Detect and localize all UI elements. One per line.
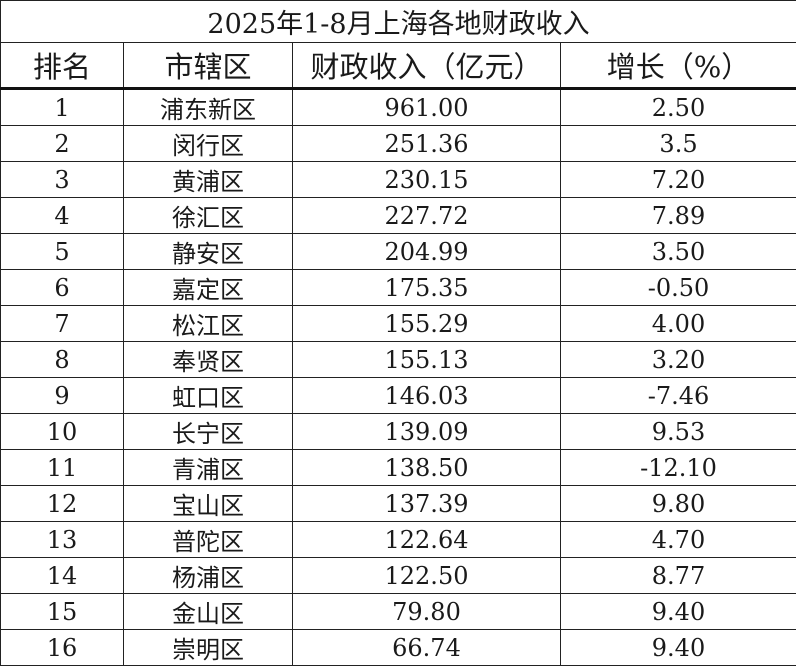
growth-cell: 4.00 bbox=[561, 306, 796, 342]
growth-cell: -7.46 bbox=[561, 378, 796, 414]
rank-cell: 12 bbox=[1, 486, 124, 522]
growth-cell: 3.20 bbox=[561, 342, 796, 378]
growth-cell: 7.20 bbox=[561, 162, 796, 198]
header-district: 市辖区 bbox=[124, 43, 293, 89]
district-cell: 金山区 bbox=[124, 594, 293, 630]
revenue-cell: 66.74 bbox=[293, 630, 561, 666]
district-cell: 崇明区 bbox=[124, 630, 293, 666]
header-rank: 排名 bbox=[1, 43, 124, 89]
growth-cell: 9.40 bbox=[561, 594, 796, 630]
rank-cell: 15 bbox=[1, 594, 124, 630]
revenue-cell: 227.72 bbox=[293, 198, 561, 234]
rank-cell: 14 bbox=[1, 558, 124, 594]
rank-cell: 9 bbox=[1, 378, 124, 414]
growth-cell: 9.80 bbox=[561, 486, 796, 522]
growth-cell: -0.50 bbox=[561, 270, 796, 306]
rank-cell: 10 bbox=[1, 414, 124, 450]
revenue-cell: 146.03 bbox=[293, 378, 561, 414]
district-cell: 杨浦区 bbox=[124, 558, 293, 594]
growth-cell: -12.10 bbox=[561, 450, 796, 486]
revenue-cell: 139.09 bbox=[293, 414, 561, 450]
growth-cell: 7.89 bbox=[561, 198, 796, 234]
revenue-cell: 122.50 bbox=[293, 558, 561, 594]
district-cell: 徐汇区 bbox=[124, 198, 293, 234]
revenue-cell: 79.80 bbox=[293, 594, 561, 630]
revenue-cell: 138.50 bbox=[293, 450, 561, 486]
growth-cell: 8.77 bbox=[561, 558, 796, 594]
revenue-cell: 175.35 bbox=[293, 270, 561, 306]
rank-cell: 11 bbox=[1, 450, 124, 486]
growth-cell: 9.40 bbox=[561, 630, 796, 666]
district-cell: 嘉定区 bbox=[124, 270, 293, 306]
district-cell: 普陀区 bbox=[124, 522, 293, 558]
revenue-cell: 251.36 bbox=[293, 126, 561, 162]
rank-cell: 2 bbox=[1, 126, 124, 162]
revenue-cell: 122.64 bbox=[293, 522, 561, 558]
district-cell: 宝山区 bbox=[124, 486, 293, 522]
header-growth: 增长（%） bbox=[561, 43, 796, 89]
rank-cell: 7 bbox=[1, 306, 124, 342]
rank-cell: 8 bbox=[1, 342, 124, 378]
growth-cell: 4.70 bbox=[561, 522, 796, 558]
revenue-cell: 204.99 bbox=[293, 234, 561, 270]
district-cell: 青浦区 bbox=[124, 450, 293, 486]
growth-cell: 9.53 bbox=[561, 414, 796, 450]
revenue-cell: 155.29 bbox=[293, 306, 561, 342]
rank-cell: 16 bbox=[1, 630, 124, 666]
district-cell: 长宁区 bbox=[124, 414, 293, 450]
table-title: 2025年1-8月上海各地财政收入 bbox=[1, 1, 796, 43]
rank-cell: 5 bbox=[1, 234, 124, 270]
header-revenue: 财政收入（亿元） bbox=[293, 43, 561, 89]
rank-cell: 4 bbox=[1, 198, 124, 234]
district-cell: 静安区 bbox=[124, 234, 293, 270]
revenue-cell: 961.00 bbox=[293, 89, 561, 126]
revenue-cell: 137.39 bbox=[293, 486, 561, 522]
rank-cell: 1 bbox=[1, 89, 124, 126]
revenue-cell: 155.13 bbox=[293, 342, 561, 378]
rank-cell: 6 bbox=[1, 270, 124, 306]
district-cell: 闵行区 bbox=[124, 126, 293, 162]
rank-cell: 3 bbox=[1, 162, 124, 198]
district-cell: 浦东新区 bbox=[124, 89, 293, 126]
district-cell: 松江区 bbox=[124, 306, 293, 342]
revenue-cell: 230.15 bbox=[293, 162, 561, 198]
rank-cell: 13 bbox=[1, 522, 124, 558]
growth-cell: 3.50 bbox=[561, 234, 796, 270]
district-cell: 黄浦区 bbox=[124, 162, 293, 198]
district-cell: 虹口区 bbox=[124, 378, 293, 414]
growth-cell: 3.5 bbox=[561, 126, 796, 162]
growth-cell: 2.50 bbox=[561, 89, 796, 126]
district-cell: 奉贤区 bbox=[124, 342, 293, 378]
